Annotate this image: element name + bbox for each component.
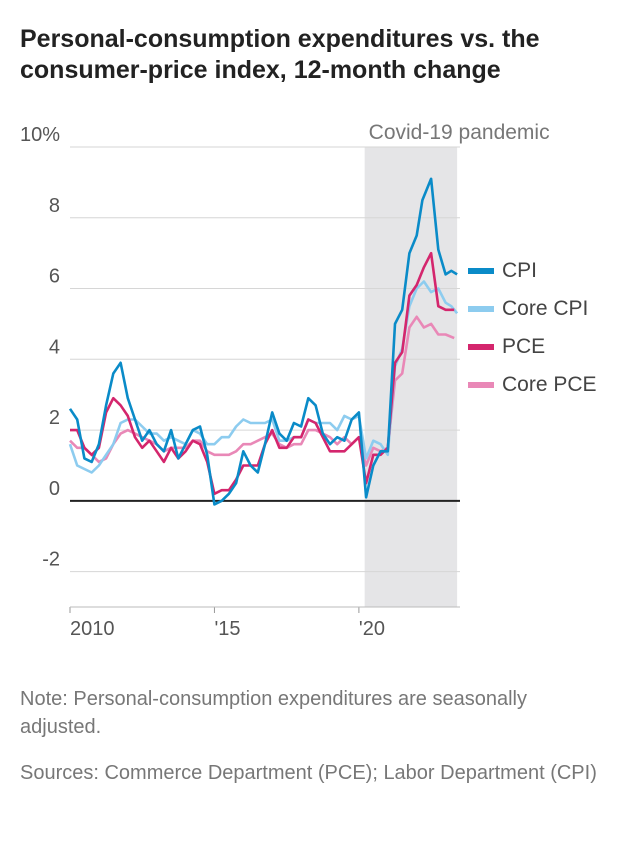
legend-swatch: [468, 268, 494, 274]
covid-band: [365, 147, 457, 607]
chart-sources: Sources: Commerce Department (PCE); Labo…: [20, 759, 602, 787]
y-tick-label: -2: [42, 548, 60, 570]
x-tick-label: '20: [359, 618, 385, 640]
legend-swatch: [468, 382, 494, 388]
legend-label: Core CPI: [502, 297, 588, 320]
y-tick-label: 2: [49, 407, 60, 429]
chart-note: Note: Personal-consumption expenditures …: [20, 685, 602, 741]
y-tick-label: 8: [49, 194, 60, 216]
chart-title: Personal-consumption expenditures vs. th…: [20, 24, 602, 87]
y-tick-label: 0: [49, 477, 60, 499]
x-tick-label: 2010: [70, 618, 115, 640]
y-tick-label: 10%: [20, 124, 60, 146]
chart-area: Covid-19 pandemic 10% 8 6 4 2 0 -2 2010 '15 '20 CPI…: [20, 107, 600, 667]
y-tick-label: 4: [49, 336, 60, 358]
line-chart: Covid-19 pandemic 10% 8 6 4 2 0 -2 2010 '15 '20 CPI…: [20, 107, 600, 667]
legend-swatch: [468, 306, 494, 312]
legend-label: PCE: [502, 335, 545, 358]
x-tick-label: '15: [214, 618, 240, 640]
legend-label: Core PCE: [502, 373, 597, 396]
legend-label: CPI: [502, 259, 537, 282]
covid-label: Covid-19 pandemic: [369, 121, 550, 144]
y-tick-label: 6: [49, 265, 60, 287]
legend-swatch: [468, 344, 494, 350]
